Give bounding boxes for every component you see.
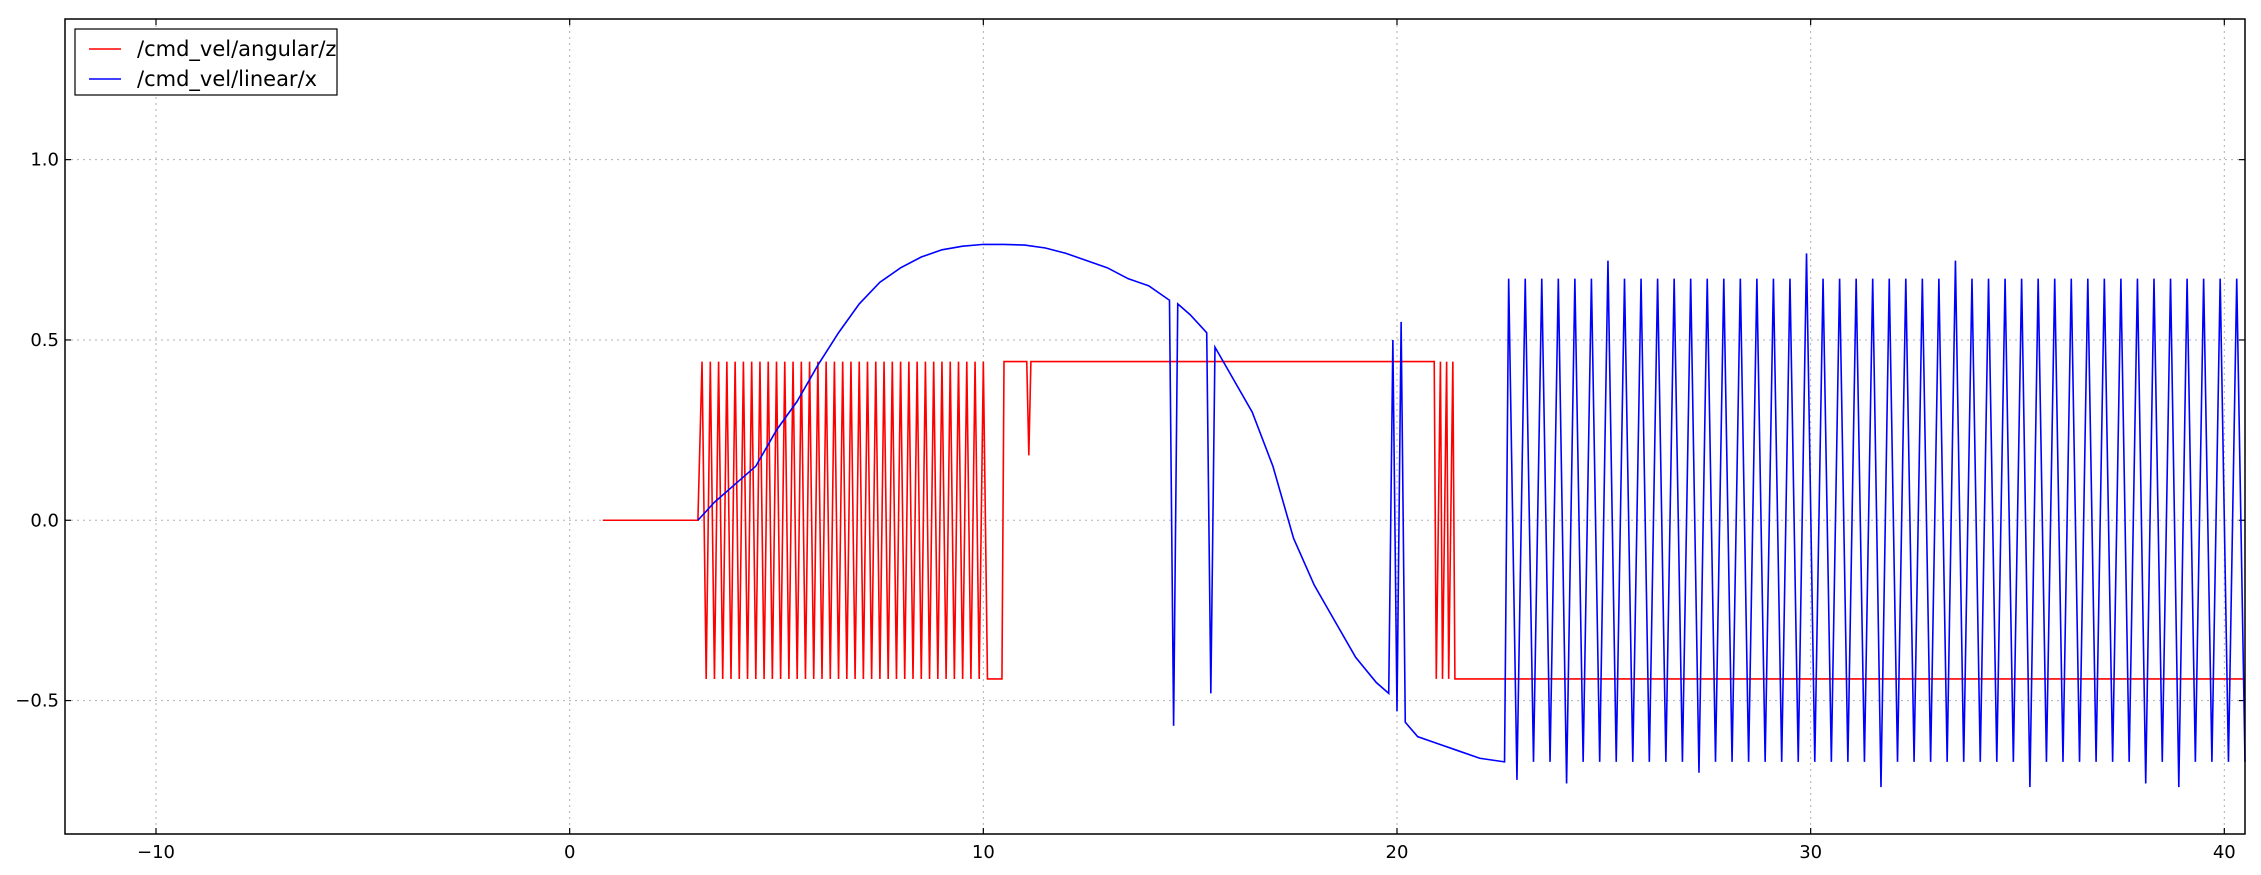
x-tick-label: 0 xyxy=(564,842,575,863)
y-tick-label: 0.5 xyxy=(30,330,59,351)
series-line xyxy=(602,360,2245,680)
legend-label: /cmd_vel/linear/x xyxy=(137,67,317,92)
series-line xyxy=(697,243,2246,788)
x-tick-label: 20 xyxy=(1386,842,1409,863)
x-tick-label: 40 xyxy=(2213,842,2236,863)
plot-frame xyxy=(64,18,2246,835)
legend-label: /cmd_vel/angular/z xyxy=(137,37,336,62)
x-tick-label: 30 xyxy=(1799,842,1822,863)
x-tick-label: −10 xyxy=(137,842,175,863)
legend-box xyxy=(74,28,338,96)
legend: /cmd_vel/angular/z/cmd_vel/linear/x xyxy=(74,28,338,96)
x-tick-label: 10 xyxy=(972,842,995,863)
y-tick-label: 0.0 xyxy=(30,510,59,531)
y-tick-label: 1.0 xyxy=(30,150,59,171)
y-tick-label: −0.5 xyxy=(15,691,59,712)
